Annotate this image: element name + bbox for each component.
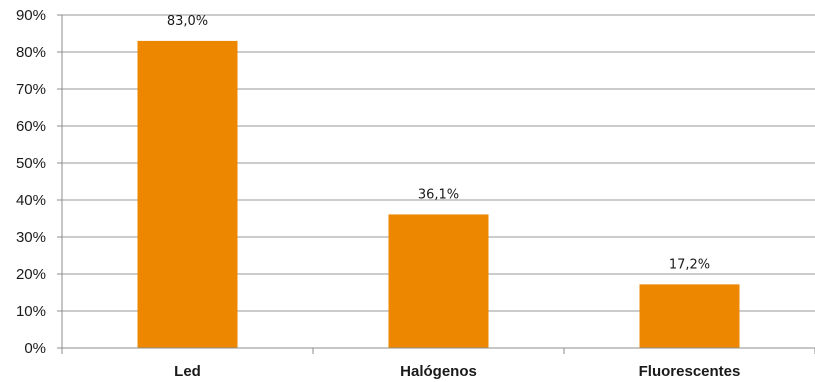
bars xyxy=(137,40,740,349)
y-tick-label: 50% xyxy=(16,155,46,172)
bar-2 xyxy=(388,214,489,348)
y-tick-label: 40% xyxy=(16,192,46,209)
y-tick-label: 10% xyxy=(16,303,46,320)
bar-3 xyxy=(639,284,740,348)
y-tick-label: 60% xyxy=(16,118,46,135)
data-label: 36,1% xyxy=(418,187,459,202)
data-label: 83,0% xyxy=(167,14,208,29)
y-tick-label: 80% xyxy=(16,44,46,61)
bar-1 xyxy=(137,40,238,349)
y-tick-label: 0% xyxy=(24,340,46,357)
y-tick-label: 30% xyxy=(16,229,46,246)
y-tick-label: 90% xyxy=(16,7,46,24)
category-label: Fluorescentes xyxy=(639,363,741,380)
y-tick-label: 70% xyxy=(16,81,46,98)
axes xyxy=(57,14,815,354)
data-label: 17,2% xyxy=(669,257,710,272)
category-label: Halógenos xyxy=(400,363,477,380)
y-tick-label: 20% xyxy=(16,266,46,283)
labels: 0% 10% 20% 30% 40% 50% 60% 70% 80% 90% 83,0% Led 36,… xyxy=(16,7,740,380)
category-label: Led xyxy=(174,363,201,380)
